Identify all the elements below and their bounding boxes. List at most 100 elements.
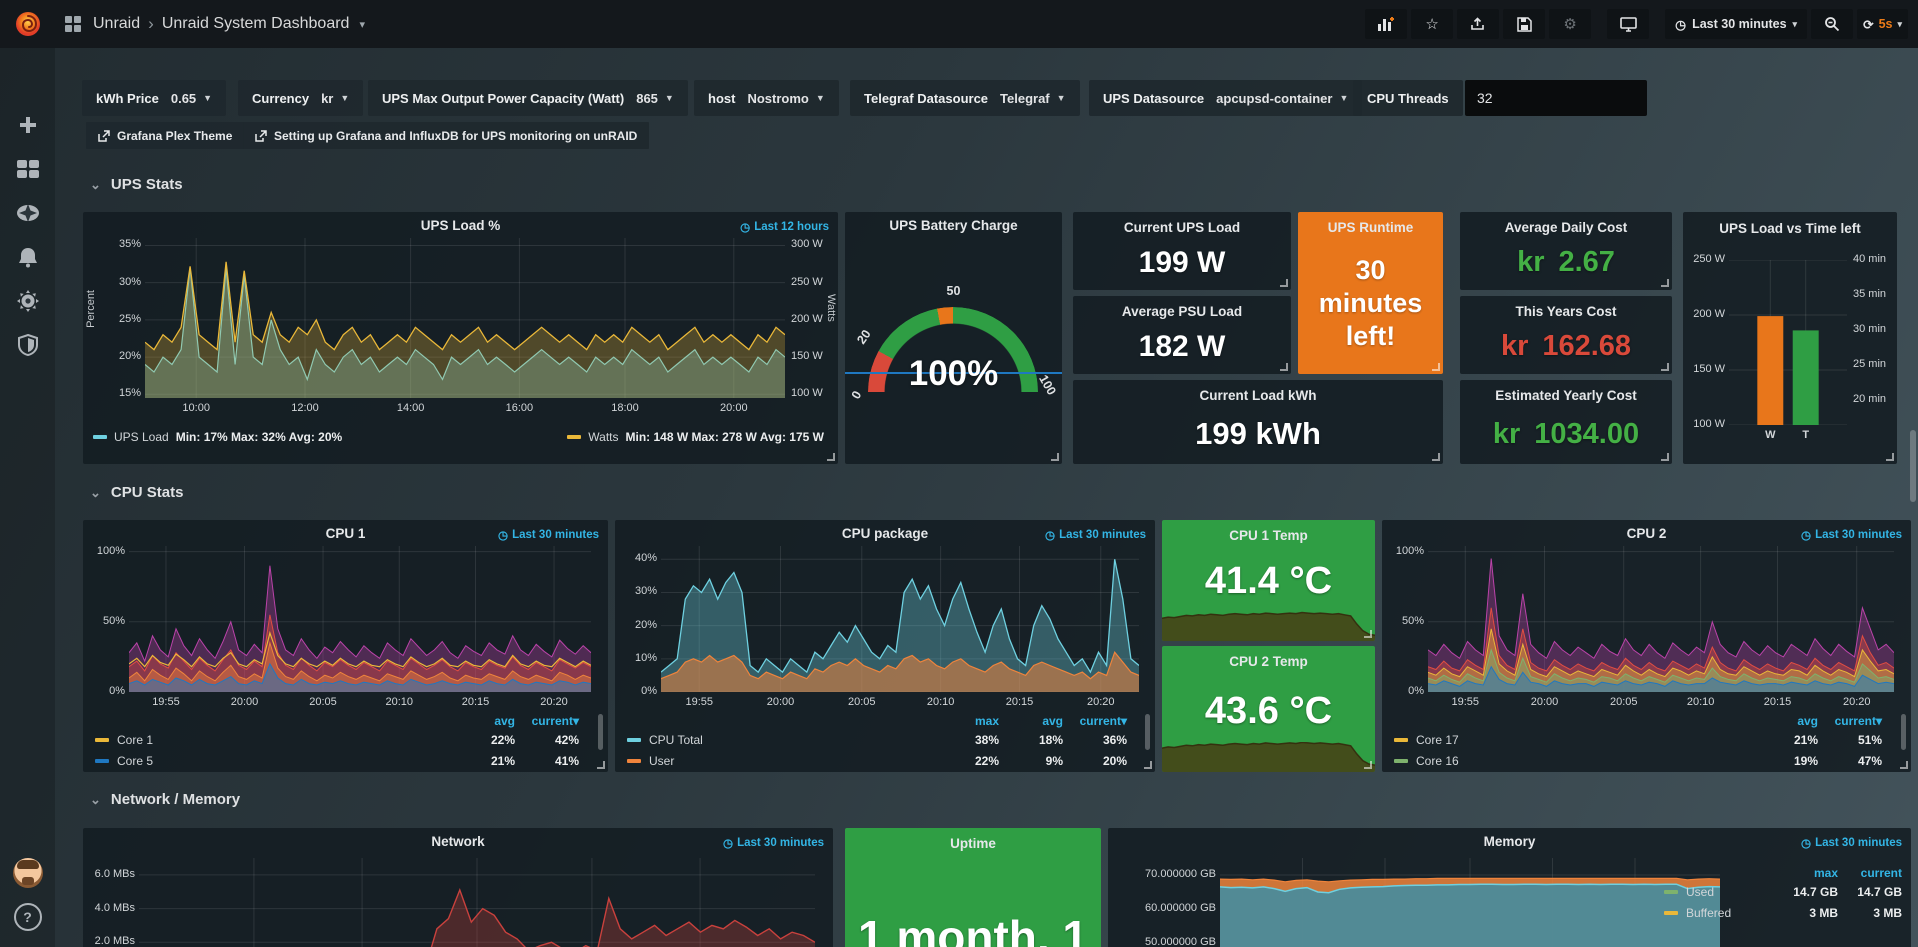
legend-row[interactable]: Used 14.7 GB 14.7 GB	[1664, 881, 1902, 902]
variable-value-dropdown[interactable]: Nostromo ▼	[747, 90, 825, 106]
legend-header[interactable]: max	[974, 713, 999, 728]
section-cpu-stats[interactable]: ⌄ CPU Stats	[90, 484, 184, 501]
legend-scrollbar[interactable]	[598, 714, 603, 750]
legend-scrollbar[interactable]	[1901, 714, 1906, 750]
panel-title[interactable]: UPS Runtime	[1327, 220, 1414, 235]
panel-cpu2[interactable]: CPU 2 ◷ Last 30 minutes 100% 50% 0% 19:55 20…	[1382, 520, 1911, 772]
panel-title[interactable]: Uptime	[950, 836, 996, 851]
panel-time-range-link[interactable]: ◷ Last 30 minutes	[1801, 837, 1902, 850]
panel-title[interactable]: CPU 2	[1626, 526, 1667, 541]
legend-header[interactable]: avg	[1797, 713, 1818, 728]
panel-ups-battery-charge[interactable]: UPS Battery Charge 50 20 0 100 100%	[845, 212, 1062, 464]
legend-row[interactable]: Core 17 21% 51%	[1394, 729, 1882, 750]
save-dashboard-button[interactable]	[1503, 9, 1546, 39]
legend-row[interactable]: Core 16 19% 47%	[1394, 750, 1882, 771]
sidebar-explore-button[interactable]	[0, 191, 55, 235]
panel-title[interactable]: Estimated Yearly Cost	[1495, 388, 1637, 403]
panel-title[interactable]: CPU 1	[325, 526, 366, 541]
panel-title[interactable]: UPS Battery Charge	[889, 218, 1018, 233]
variable-value-dropdown[interactable]: apcupsd-container ▼	[1216, 90, 1349, 106]
dashboard-link-plex-theme[interactable]: Grafana Plex Theme	[86, 122, 245, 149]
panel-title[interactable]: Average Daily Cost	[1504, 220, 1628, 235]
legend-header[interactable]: current▾	[1079, 713, 1127, 728]
panel-average-psu-load[interactable]: Average PSU Load 182 W	[1073, 296, 1291, 374]
variable-value-dropdown[interactable]: 865 ▼	[636, 90, 674, 106]
share-dashboard-button[interactable]	[1457, 9, 1500, 39]
panel-current-ups-load[interactable]: Current UPS Load 199 W	[1073, 212, 1291, 290]
legend-row[interactable]: Core 5 21% 41%	[95, 750, 579, 771]
variable-value-dropdown[interactable]: Telegraf ▼	[1000, 90, 1066, 106]
dashboard-settings-button[interactable]: ⚙	[1549, 9, 1592, 39]
panel-average-daily-cost[interactable]: Average Daily Cost kr 2.67	[1460, 212, 1672, 290]
sidebar-create-button[interactable]	[0, 103, 55, 147]
panel-time-range-link[interactable]: ◷ Last 30 minutes	[723, 837, 824, 850]
cpu-threads-input[interactable]	[1465, 80, 1647, 116]
sidebar-configuration-button[interactable]	[0, 279, 55, 323]
legend-header[interactable]: current▾	[1834, 713, 1882, 728]
legend-item[interactable]: UPS Load Min: 17% Max: 32% Avg: 20%	[93, 430, 342, 444]
cycle-view-button[interactable]	[1607, 9, 1650, 39]
panel-current-load-kwh[interactable]: Current Load kWh 199 kWh	[1073, 380, 1443, 464]
panel-title[interactable]: Current UPS Load	[1123, 220, 1241, 235]
legend-header[interactable]: avg	[1042, 713, 1063, 728]
sidebar-alerting-button[interactable]	[0, 235, 55, 279]
panel-network[interactable]: Network ◷ Last 30 minutes 6.0 MBs 4.0 MBs 2…	[83, 828, 833, 947]
panel-title[interactable]: This Years Cost	[1515, 304, 1617, 319]
refresh-picker[interactable]: ⟳ 5s ▾	[1857, 9, 1908, 39]
x-axis-tick: 20:15	[1005, 696, 1034, 708]
legend-item[interactable]: Watts Min: 148 W Max: 278 W Avg: 175 W	[567, 430, 824, 444]
grafana-logo[interactable]	[0, 0, 55, 48]
panel-ups-load[interactable]: UPS Load % ◷ Last 12 hours Percent 35% 30%…	[83, 212, 838, 464]
section-ups-stats[interactable]: ⌄ UPS Stats	[90, 176, 183, 193]
page-scrollbar[interactable]	[1910, 430, 1916, 502]
sidebar-server-admin-button[interactable]	[0, 323, 55, 367]
panel-time-range-link[interactable]: ◷ Last 30 minutes	[1045, 529, 1146, 542]
sidebar-profile-button[interactable]	[0, 851, 55, 895]
panel-title[interactable]: CPU 2 Temp	[1229, 654, 1308, 669]
variable-value-dropdown[interactable]: kr ▼	[321, 90, 350, 106]
panel-cpu2-temp[interactable]: CPU 2 Temp 43.6 °C	[1162, 646, 1375, 772]
panel-title[interactable]: Average PSU Load	[1121, 304, 1243, 319]
sidebar-dashboards-button[interactable]	[0, 147, 55, 191]
panel-ups-runtime[interactable]: UPS Runtime 30 minutes left!	[1298, 212, 1443, 374]
panel-time-range-link[interactable]: ◷ Last 30 minutes	[498, 529, 599, 542]
legend-row[interactable]: Buffered 3 MB 3 MB	[1664, 902, 1902, 923]
panel-title[interactable]: UPS Load vs Time left	[1719, 221, 1861, 236]
panel-time-range-link[interactable]: ◷ Last 12 hours	[740, 221, 829, 234]
panel-estimated-yearly-cost[interactable]: Estimated Yearly Cost kr 1034.00	[1460, 380, 1672, 464]
breadcrumb-app[interactable]: Unraid	[93, 15, 141, 32]
panel-ups-load-vs-time-left[interactable]: UPS Load vs Time left 250 W 200 W 150 W 100…	[1683, 212, 1897, 464]
dashboard-dropdown-caret[interactable]: ▾	[359, 18, 365, 31]
panel-cpu1-temp[interactable]: CPU 1 Temp 41.4 °C	[1162, 520, 1375, 641]
add-panel-button[interactable]	[1365, 9, 1408, 39]
clock-icon: ◷	[1675, 17, 1687, 32]
panel-uptime[interactable]: Uptime 1 month, 1	[845, 828, 1101, 947]
legend-header[interactable]: max	[1813, 865, 1838, 880]
legend-row[interactable]: Core 1 22% 42%	[95, 729, 579, 750]
section-network-memory[interactable]: ⌄ Network / Memory	[90, 791, 241, 808]
panel-title[interactable]: CPU package	[841, 526, 929, 541]
panel-time-range-link[interactable]: ◷ Last 30 minutes	[1801, 529, 1902, 542]
legend-row[interactable]: CPU Total 38% 18% 36%	[627, 729, 1127, 750]
zoom-out-time-button[interactable]	[1811, 9, 1854, 39]
legend-header[interactable]: current	[1860, 865, 1902, 880]
time-range-picker[interactable]: ◷ Last 30 minutes ▾	[1665, 9, 1808, 39]
legend-header[interactable]: avg	[494, 713, 515, 728]
panel-title[interactable]: Memory	[1483, 834, 1536, 849]
breadcrumb-dashboard[interactable]: Unraid System Dashboard	[161, 15, 350, 32]
panel-this-years-cost[interactable]: This Years Cost kr 162.68	[1460, 296, 1672, 374]
sidebar-help-button[interactable]: ?	[0, 895, 55, 939]
panel-title[interactable]: UPS Load %	[420, 218, 501, 233]
panel-title[interactable]: Network	[431, 834, 485, 849]
panel-memory[interactable]: Memory ◷ Last 30 minutes 70.000000 GB 60.0…	[1108, 828, 1911, 947]
star-dashboard-button[interactable]: ☆	[1411, 9, 1454, 39]
panel-title[interactable]: CPU 1 Temp	[1229, 528, 1308, 543]
dashboard-link-ups-guide[interactable]: Setting up Grafana and InfluxDB for UPS …	[243, 122, 650, 149]
legend-row[interactable]: User 22% 9% 20%	[627, 750, 1127, 771]
legend-scrollbar[interactable]	[1145, 714, 1150, 750]
legend-header[interactable]: current▾	[531, 713, 579, 728]
variable-value-dropdown[interactable]: 0.65 ▼	[170, 90, 213, 106]
panel-title[interactable]: Current Load kWh	[1199, 388, 1317, 403]
panel-cpu1[interactable]: CPU 1 ◷ Last 30 minutes 100% 50% 0% 19:55 20…	[83, 520, 608, 772]
panel-cpu-package[interactable]: CPU package ◷ Last 30 minutes 40% 30% 20% 10…	[615, 520, 1155, 772]
